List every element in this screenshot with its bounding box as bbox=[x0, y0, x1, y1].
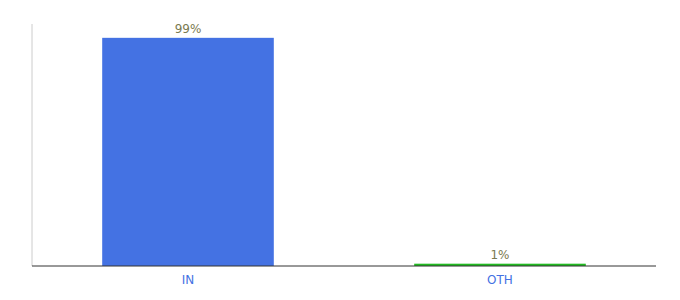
x-tick-label: OTH bbox=[487, 273, 513, 287]
chart: 99% 1% IN OTH bbox=[0, 0, 680, 300]
bar bbox=[102, 38, 274, 266]
data-label: 99% bbox=[175, 22, 202, 36]
chart-container: 99% 1% IN OTH bbox=[0, 0, 680, 300]
x-tick-label: IN bbox=[182, 273, 195, 287]
y-axis-line bbox=[32, 24, 33, 266]
x-axis-line bbox=[32, 266, 656, 267]
bars bbox=[102, 38, 586, 266]
data-label: 1% bbox=[490, 248, 509, 262]
